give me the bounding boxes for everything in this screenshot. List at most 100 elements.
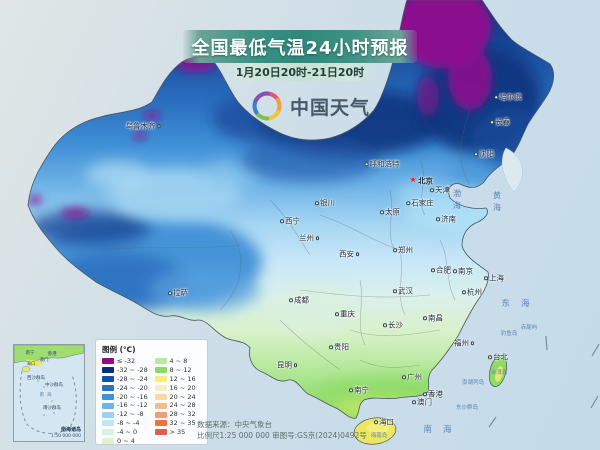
city-dot-icon [490, 120, 494, 124]
logo-wordmark: 中国天气 [290, 96, 371, 119]
city-name: 西安 [339, 249, 354, 259]
sea-label: 钓鱼岛 [500, 331, 518, 337]
city-name: 福州 [454, 338, 469, 348]
sea-label: 黄海 [492, 191, 502, 215]
inset-label: 南沙群岛 [43, 406, 61, 411]
legend-swatch [102, 376, 114, 383]
legend-swatch [154, 429, 167, 436]
map-scale-and-approval: 比例尺1:25 000 000 审图号:GS京(2024)0492号 [197, 431, 367, 440]
legend-item: 0 ~ 4 [102, 438, 150, 445]
city-marker: 沈阳 [474, 150, 494, 158]
inset-label: 南海 [39, 393, 55, 398]
city-name: 南宁 [354, 385, 369, 395]
province-borders [99, 109, 471, 371]
city-name: 昆明 [277, 360, 292, 370]
city-dot-icon [168, 291, 172, 295]
city-dot-icon [406, 201, 410, 205]
city-name: 南昌 [428, 313, 443, 323]
city-marker: 澳门 [412, 398, 432, 406]
korea-peninsula [501, 147, 523, 193]
legend-panel: 图例 (℃) ≤ -32 -32 ~ -28 -28 ~ -24 -24 ~ -20-… [95, 339, 208, 445]
legend-swatch [102, 384, 114, 391]
taiwan-warm-center [495, 366, 503, 382]
city-marker: 西安 [339, 250, 359, 258]
city-name: 兰州 [299, 233, 314, 243]
city-marker: 香港 [423, 390, 443, 398]
city-marker: 杭州 [462, 288, 482, 296]
legend-item: 8 ~ 12 [154, 367, 203, 374]
city-marker: 天津 [430, 186, 450, 194]
legend-item: > 35 [154, 429, 203, 436]
city-name: 成都 [294, 295, 309, 305]
inset-label: 海口 [26, 362, 36, 367]
city-name: 香港 [428, 389, 443, 399]
city-marker: 长春 [490, 118, 510, 126]
city-dot-icon [402, 375, 406, 379]
legend-range-label: 4 ~ 8 [169, 357, 188, 365]
city-marker: 太原 [380, 208, 400, 216]
sea-label: 东沙群岛 [455, 405, 479, 411]
inset-caption: 南海诸岛 [60, 427, 81, 433]
city-name: 西宁 [285, 216, 300, 226]
legend-range-label: -4 ~ 0 [117, 428, 138, 437]
city-dot-icon [431, 268, 435, 272]
sea-label: 南海 [423, 425, 463, 435]
city-name: 乌鲁木齐 [125, 121, 156, 131]
city-name: 南京 [458, 266, 473, 276]
city-marker: 石家庄 [406, 199, 434, 207]
legend-item: -4 ~ 0 [102, 429, 150, 436]
map-attribution: 数据来源：中央气象台 比例尺1:25 000 000 审图号:GS京(2024)… [197, 419, 367, 441]
city-name: 长春 [495, 117, 510, 127]
south-china-sea-inset: 南宁 香港 澳门 海口 西沙群岛 中沙群岛 南沙群岛 南海 南海诸岛 1:50 000 000 [13, 344, 85, 442]
legend-range-label: -24 ~ -20 [117, 383, 148, 392]
legend-swatch [102, 402, 114, 409]
city-marker: 哈尔滨 [494, 93, 522, 101]
legend-item: 16 ~ 20 [154, 383, 203, 392]
city-marker: 南昌 [423, 314, 443, 322]
inset-label: 澳门 [39, 358, 49, 363]
city-dot-icon [335, 312, 339, 316]
city-name: 长沙 [388, 320, 403, 330]
city-dot-icon [315, 201, 319, 205]
sea-label: 赤尾屿 [520, 325, 538, 331]
legend-item: 4 ~ 8 [154, 357, 203, 365]
legend-range-label: 16 ~ 20 [169, 383, 196, 392]
city-dot-icon [412, 400, 416, 404]
city-dot-icon [430, 188, 434, 192]
city-name: 海口 [379, 417, 394, 427]
city-dot-icon [349, 388, 353, 392]
city-marker: 拉萨 [168, 289, 188, 297]
city-name: 哈尔滨 [499, 92, 522, 102]
inset-label: 西沙群岛 [27, 376, 45, 381]
city-dot-icon [383, 323, 387, 327]
city-name: 合肥 [436, 265, 451, 275]
city-marker: 台北 [488, 353, 508, 361]
legend-range-label: -16 ~ -12 [117, 401, 148, 410]
legend-item: 12 ~ 16 [154, 376, 203, 383]
city-dot-icon [364, 162, 368, 166]
hainan-warm-center [367, 422, 389, 434]
city-marker: 广州 [402, 373, 422, 381]
legend-range-label: 20 ~ 24 [169, 392, 196, 401]
legend-swatch [154, 358, 167, 365]
legend-swatch [102, 429, 114, 436]
city-marker: 长沙 [383, 321, 403, 329]
city-dot-icon [393, 248, 397, 252]
city-name: 济南 [441, 214, 456, 224]
sea-label: 东海 [501, 299, 541, 309]
legend-range-label: 0 ~ 4 [117, 437, 135, 446]
legend-swatch [154, 384, 167, 391]
legend-swatch [154, 402, 167, 409]
city-name: 太原 [385, 207, 400, 217]
legend-swatch [102, 411, 114, 418]
sea-label: 台湾岛 [490, 370, 508, 376]
city-marker: 昆明 [277, 361, 297, 369]
city-name: 呼和浩特 [369, 159, 400, 169]
title-banner: 全国最低气温24小时预报 [183, 30, 417, 63]
legend-swatch [102, 420, 114, 427]
city-dot-icon [484, 276, 488, 280]
city-marker: 贵阳 [329, 343, 349, 351]
legend-item: -20 ~ -16 [102, 394, 150, 401]
legend-range-label: 32 ~ 35 [169, 419, 196, 428]
